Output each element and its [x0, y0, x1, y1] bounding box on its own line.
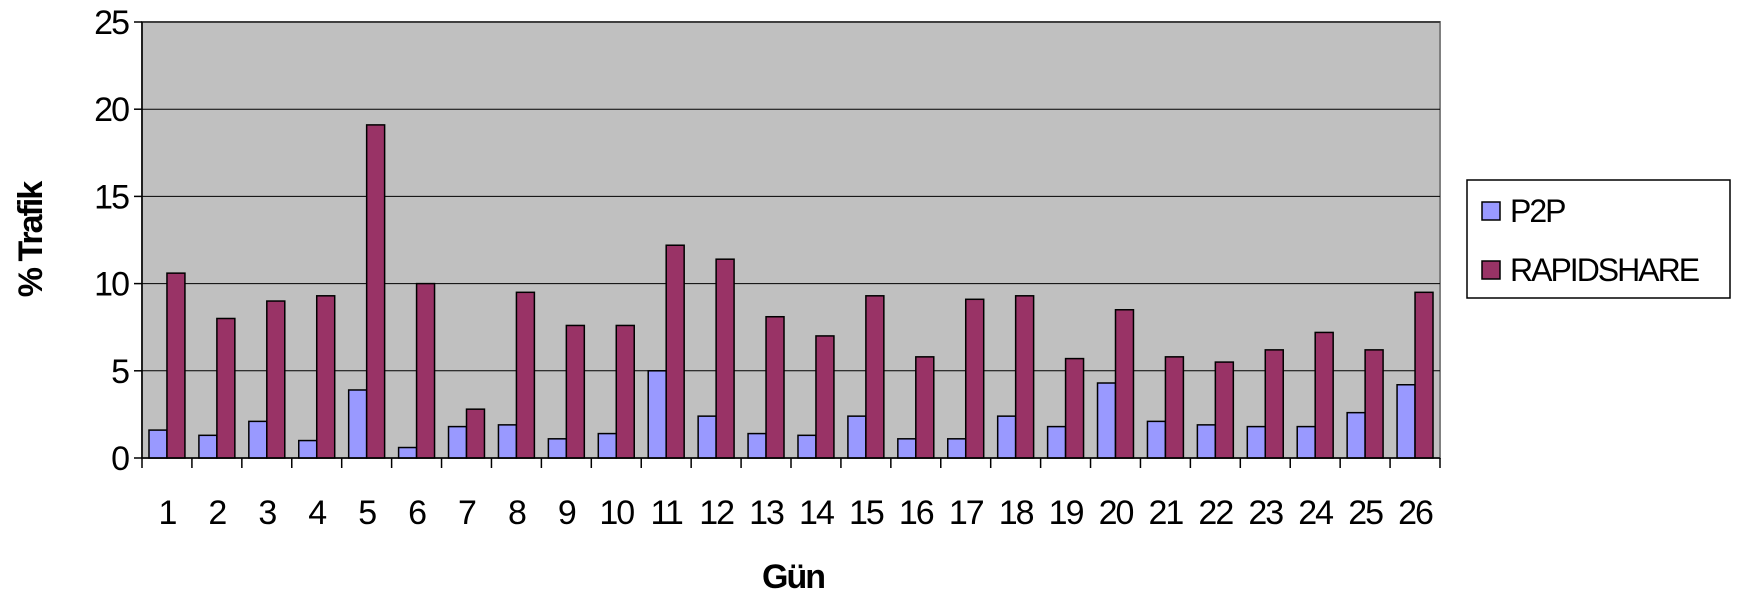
- bar-rapidshare: [415, 282, 436, 459]
- bar-p2p: [1396, 384, 1416, 459]
- y-tick-label: 10: [94, 266, 129, 304]
- x-tick-label: 25: [1348, 494, 1383, 532]
- x-tick-label: 21: [1149, 494, 1184, 532]
- legend-label-p2p: P2P: [1510, 193, 1565, 229]
- y-tick-label: 0: [111, 440, 129, 478]
- bar-rapidshare: [865, 295, 885, 459]
- y-tick-label: 15: [94, 178, 129, 216]
- bar-rapidshare: [365, 124, 386, 459]
- legend-label-rapidshare: RAPIDSHARE: [1510, 252, 1699, 288]
- x-tick-label: 1: [159, 494, 177, 532]
- bar-rapidshare: [1014, 295, 1035, 459]
- bar-p2p: [1296, 425, 1316, 459]
- x-tick-label: 13: [749, 494, 784, 532]
- x-tick-label: 22: [1198, 494, 1233, 532]
- y-axis-title: % Trafik: [12, 181, 50, 297]
- y-tick-label: 25: [94, 4, 129, 42]
- x-tick-label: 7: [458, 494, 476, 532]
- bar-p2p: [597, 432, 618, 459]
- bar-p2p: [148, 429, 168, 459]
- bar-p2p: [347, 389, 368, 459]
- bar-rapidshare: [515, 291, 536, 459]
- bar-rapidshare: [1064, 357, 1085, 459]
- bar-rapidshare: [915, 356, 935, 459]
- y-tick-label: 20: [94, 91, 129, 129]
- bar-p2p: [747, 432, 767, 459]
- bar-rapidshare: [615, 324, 635, 459]
- bar-p2p: [1146, 420, 1167, 459]
- bar-p2p: [1246, 425, 1267, 459]
- bar-p2p: [248, 420, 268, 459]
- bar-p2p: [697, 415, 717, 459]
- bar-rapidshare: [1314, 331, 1334, 459]
- bar-rapidshare: [1214, 361, 1235, 459]
- bar-rapidshare: [266, 300, 286, 459]
- bar-rapidshare: [765, 315, 785, 459]
- bar-rapidshare: [465, 408, 486, 459]
- x-tick-label: 15: [849, 494, 884, 532]
- plot-area: [141, 21, 1441, 459]
- x-tick-label: 5: [358, 494, 376, 532]
- legend: P2P RAPIDSHARE: [1466, 179, 1731, 299]
- x-tick-label: 12: [699, 494, 734, 532]
- y-tick-labels: 0 5 10 15 20 25: [94, 4, 131, 478]
- axes: [134, 21, 1441, 468]
- x-tick-label: 8: [508, 494, 526, 532]
- bar-rapidshare: [166, 272, 186, 459]
- bar-rapidshare: [315, 295, 336, 459]
- x-tick-label: 4: [308, 494, 326, 532]
- bar-p2p: [797, 434, 817, 459]
- x-tick-label: 26: [1398, 494, 1433, 532]
- x-tick-label: 2: [208, 494, 226, 532]
- bar-rapidshare: [1164, 356, 1185, 459]
- bar-rapidshare: [815, 335, 835, 459]
- x-tick-label: 10: [599, 494, 634, 532]
- x-tick-label: 14: [799, 494, 834, 532]
- legend-box: [1466, 179, 1731, 299]
- bar-p2p: [947, 438, 967, 459]
- x-axis-title: Gün: [762, 558, 824, 595]
- x-tick-label: 3: [258, 494, 276, 532]
- bar-rapidshare: [964, 298, 985, 459]
- bar-p2p: [847, 415, 867, 459]
- bar-p2p: [447, 425, 468, 459]
- bar-p2p: [397, 446, 418, 459]
- bar-rapidshare: [1264, 349, 1284, 459]
- y-tick-label: 5: [111, 353, 129, 391]
- x-tick-label: 11: [651, 494, 683, 532]
- x-tick-label: 16: [899, 494, 934, 532]
- x-tick-label: 23: [1248, 494, 1283, 532]
- bar-rapidshare: [1364, 349, 1384, 459]
- bar-rapidshare: [1114, 309, 1135, 459]
- bar-p2p: [897, 438, 917, 459]
- bar-p2p: [996, 415, 1017, 459]
- x-tick-label: 9: [558, 494, 576, 532]
- bar-rapidshare: [715, 258, 735, 459]
- bar-rapidshare: [1414, 291, 1434, 459]
- x-tick-label: 24: [1298, 494, 1333, 532]
- legend-swatch-p2p: [1481, 201, 1501, 221]
- x-tick-label: 18: [999, 494, 1034, 532]
- bar-rapidshare: [665, 244, 685, 459]
- bar-p2p: [1346, 411, 1366, 459]
- bar-rapidshare: [216, 317, 236, 459]
- x-tick-label: 17: [949, 494, 984, 532]
- bar-p2p: [547, 438, 568, 459]
- bar-p2p: [298, 439, 318, 459]
- legend-swatch-rapidshare: [1481, 260, 1501, 280]
- bar-p2p: [497, 424, 518, 459]
- bar-p2p: [1096, 382, 1117, 459]
- bar-p2p: [1196, 424, 1217, 459]
- bar-p2p: [1046, 425, 1067, 459]
- x-tick-label: 19: [1049, 494, 1084, 532]
- x-tick-label: 6: [408, 494, 426, 532]
- x-tick-labels: 1 2 3 4 5 6 7 8 9 10 11 12 13 14 15 16 17 18 19 20 21 22 23 24 2…: [159, 494, 1436, 532]
- bar-rapidshare: [565, 324, 586, 459]
- bar-p2p: [647, 370, 667, 459]
- bar-p2p: [198, 434, 218, 459]
- x-tick-label: 20: [1099, 494, 1134, 532]
